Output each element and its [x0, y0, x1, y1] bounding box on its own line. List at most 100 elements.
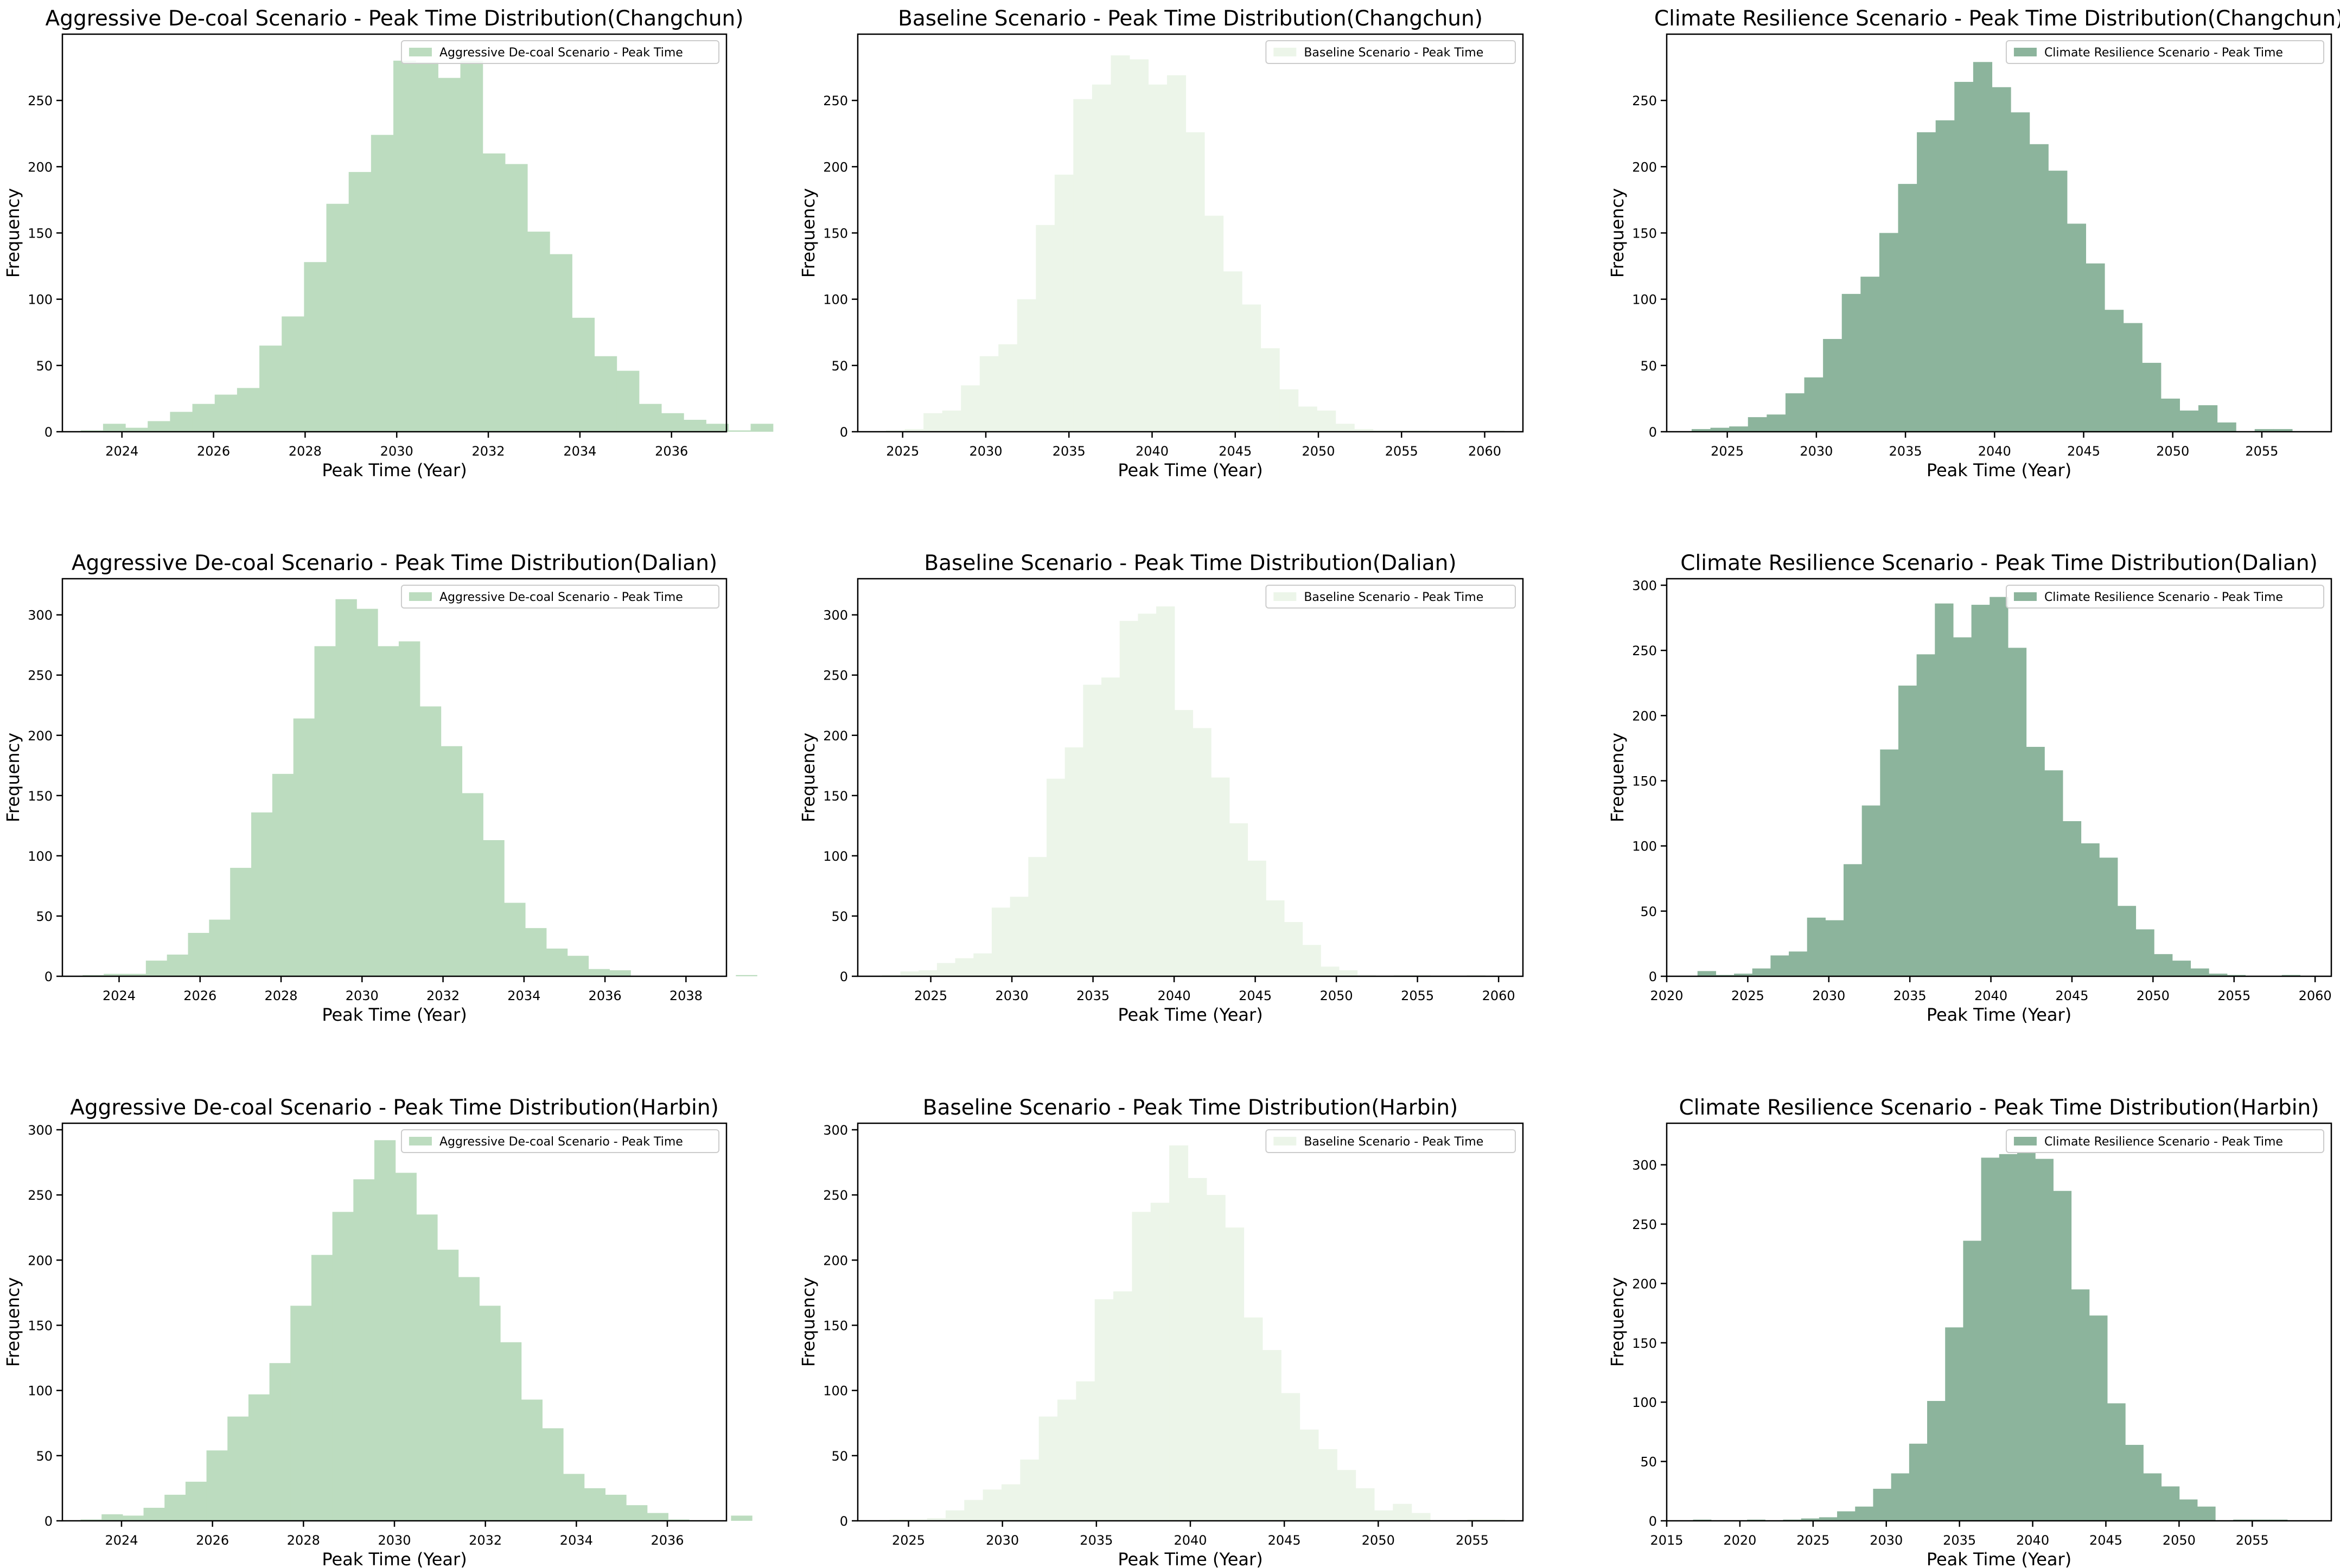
- y-tick-label: 0: [840, 969, 848, 984]
- x-tick-label: 2025: [1731, 988, 1764, 1003]
- y-tick-label: 150: [823, 789, 848, 804]
- x-tick-label: 2055: [2245, 444, 2278, 459]
- histogram-bar: [1935, 603, 1954, 976]
- x-tick-label: 2030: [1870, 1533, 1903, 1548]
- histogram-bar: [731, 1515, 753, 1521]
- histogram-bar: [2029, 144, 2049, 432]
- legend-swatch: [1273, 48, 1297, 56]
- legend-swatch: [409, 48, 432, 56]
- histogram-bar: [1064, 747, 1083, 976]
- x-tick-label: 2038: [670, 988, 703, 1003]
- y-tick-label: 0: [44, 1514, 53, 1529]
- histogram-bar: [1083, 684, 1102, 976]
- histogram-bar: [1028, 857, 1047, 976]
- histogram-bar: [1073, 99, 1093, 432]
- y-tick-label: 200: [823, 1253, 848, 1268]
- histogram-bar: [356, 609, 378, 976]
- histogram-bar: [438, 78, 461, 432]
- histogram-bar: [2143, 1473, 2162, 1521]
- histogram-bar: [209, 919, 231, 976]
- chart-title: Baseline Scenario - Peak Time Distributi…: [923, 1096, 1458, 1120]
- x-tick-label: 2028: [289, 444, 322, 459]
- y-tick-label: 250: [823, 93, 848, 108]
- histogram-bar: [437, 1250, 459, 1521]
- x-tick-label: 2030: [378, 1533, 411, 1548]
- histogram-bar: [1119, 620, 1138, 976]
- legend-label: Baseline Scenario - Peak Time: [1304, 46, 1483, 60]
- x-tick-label: 2050: [2156, 444, 2189, 459]
- x-tick-label: 2034: [560, 1533, 593, 1548]
- histogram-bar: [1898, 184, 1917, 432]
- histogram-bar: [1393, 1503, 1412, 1521]
- histogram-bar: [1785, 393, 1805, 432]
- histogram-bar: [1411, 1513, 1431, 1521]
- histogram-bar: [395, 1173, 417, 1521]
- y-tick-label: 200: [28, 728, 53, 744]
- histogram-bar: [1789, 951, 1808, 976]
- y-tick-label: 50: [1640, 1455, 1657, 1470]
- histogram-bar: [259, 345, 282, 432]
- x-axis-label: Peak Time (Year): [1118, 1549, 1263, 1568]
- histogram-bar: [961, 385, 980, 432]
- histogram-bar: [371, 135, 394, 432]
- y-tick-label: 0: [840, 425, 848, 440]
- x-tick-label: 2040: [1174, 1533, 1207, 1548]
- x-tick-label: 2045: [1219, 444, 1252, 459]
- histogram-bar: [248, 1394, 270, 1521]
- y-tick-label: 300: [28, 1123, 53, 1138]
- histogram-bar: [1355, 1488, 1375, 1521]
- x-tick-label: 2045: [2055, 988, 2088, 1003]
- legend: Climate Resilience Scenario - Peak Time: [2005, 1129, 2324, 1153]
- histogram-bar: [964, 1500, 984, 1521]
- histogram-bar: [983, 1489, 1002, 1521]
- y-tick-label: 100: [823, 1384, 848, 1399]
- x-tick-label: 2060: [2299, 988, 2332, 1003]
- histogram-bar: [1076, 1381, 1095, 1521]
- y-tick-label: 50: [36, 359, 53, 374]
- y-tick-label: 250: [1632, 643, 1657, 658]
- y-axis-label: Frequency: [798, 1277, 819, 1367]
- histogram-bar: [1770, 955, 1789, 976]
- histogram-bar: [1691, 429, 1711, 432]
- y-tick-label: 300: [1632, 1158, 1657, 1173]
- histogram-bar: [479, 1305, 501, 1521]
- y-tick-label: 100: [1632, 839, 1657, 854]
- histogram-bar: [1244, 1317, 1263, 1521]
- histogram-bar: [1057, 1399, 1076, 1521]
- histogram-bar: [143, 1507, 165, 1521]
- histogram-bar: [1223, 271, 1242, 432]
- legend-swatch: [1273, 1137, 1297, 1145]
- x-tick-label: 2025: [892, 1533, 925, 1548]
- legend-box: [400, 40, 719, 64]
- x-tick-label: 2050: [2137, 988, 2170, 1003]
- x-tick-label: 2030: [346, 988, 379, 1003]
- x-tick-label: 2035: [1893, 988, 1927, 1003]
- x-tick-label: 2036: [589, 988, 622, 1003]
- x-tick-label: 2050: [1320, 988, 1353, 1003]
- histogram-bar: [1973, 62, 1993, 432]
- histogram-bar: [1999, 1154, 2018, 1521]
- histogram-bar: [2044, 770, 2063, 976]
- x-tick-label: 2025: [1711, 444, 1744, 459]
- histogram-bar: [416, 62, 438, 432]
- legend-label: Baseline Scenario - Peak Time: [1304, 591, 1483, 604]
- histogram-bar: [192, 404, 215, 432]
- axes-frame: [857, 578, 1524, 977]
- x-tick-label: 2025: [1796, 1533, 1829, 1548]
- x-tick-label: 2036: [651, 1533, 684, 1548]
- y-tick-label: 150: [28, 226, 53, 241]
- histogram-bar: [1990, 597, 2009, 976]
- histogram-bar: [1138, 613, 1157, 976]
- x-tick-label: 2030: [1812, 988, 1845, 1003]
- histogram-bar: [1299, 1429, 1319, 1521]
- x-tick-label: 2050: [1362, 1533, 1395, 1548]
- histogram-bar: [2179, 1499, 2198, 1521]
- chart-title: Climate Resilience Scenario - Peak Time …: [1680, 551, 2318, 575]
- histogram-bar: [1113, 1291, 1133, 1521]
- histogram-bar: [2179, 410, 2199, 432]
- histogram-bar: [335, 599, 357, 976]
- histogram-bar: [1010, 897, 1029, 976]
- histogram-bar: [326, 203, 349, 432]
- y-tick-label: 250: [823, 1188, 848, 1203]
- y-tick-label: 50: [831, 359, 848, 374]
